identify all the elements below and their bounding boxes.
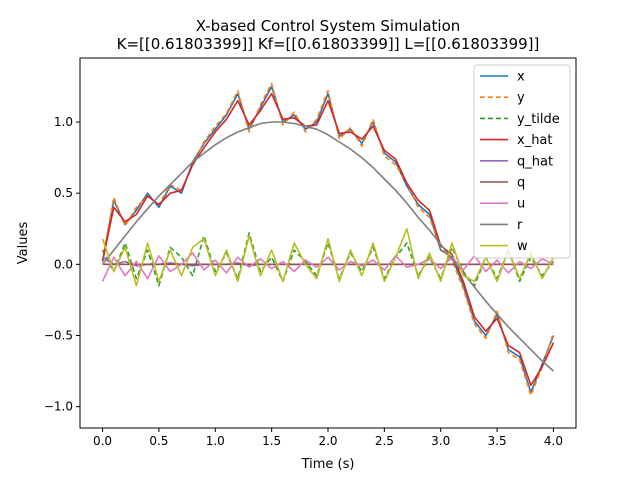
legend-label-y-tilde: y_tilde (517, 112, 560, 127)
legend-label-w: w (517, 239, 528, 254)
x-tick-label: 3.5 (488, 434, 507, 448)
legend-label-x-hat: x_hat (517, 133, 553, 148)
legend-label-r: r (517, 218, 523, 233)
x-tick-label: 4.0 (544, 434, 563, 448)
y-tick-label: 0.0 (54, 257, 73, 271)
chart-title-line-2: K=[[0.61803399]] Kf=[[0.61803399]] L=[[0… (117, 35, 540, 53)
y-tick-label: −1.0 (44, 400, 73, 414)
legend-label-q-hat: q_hat (517, 154, 553, 169)
y-axis-label: Values (16, 222, 31, 265)
series-line-r (101, 121, 555, 372)
series-line-y (101, 82, 555, 397)
chart-title-line-1: X-based Control System Simulation (196, 17, 461, 35)
y-ticks: −1.0 −0.5 0.0 0.5 1.0 (44, 115, 80, 414)
x-ticks: 0.0 0.5 1.0 1.5 2.0 2.5 3.0 3.5 4.0 (93, 428, 563, 448)
x-tick-label: 0.5 (149, 434, 168, 448)
legend-label-y: y (517, 91, 525, 106)
series-layer (101, 82, 555, 397)
plot-area: 0.0 0.5 1.0 1.5 2.0 2.5 3.0 3.5 4.0 −1.0−0.50.00… (44, 57, 577, 448)
x-tick-label: 0.0 (93, 434, 112, 448)
x-axis-label: Time (s) (301, 457, 355, 472)
x-tick-label: 2.0 (318, 434, 337, 448)
legend-label-u: u (517, 197, 525, 212)
x-tick-label: 1.5 (262, 434, 281, 448)
series-line-y-tilde (101, 232, 555, 287)
x-tick-label: 1.0 (206, 434, 225, 448)
legend-label-x: x (517, 70, 525, 85)
y-tick-label: −0.5 (44, 329, 73, 343)
y-tick-label: 0.5 (54, 186, 73, 200)
legend-label-q: q (517, 176, 525, 191)
x-tick-label: 2.5 (375, 434, 394, 448)
y-tick-label: 1.0 (54, 115, 73, 129)
x-tick-label: 3.0 (431, 434, 450, 448)
legend-box (473, 64, 571, 259)
series-line-x-hat (101, 92, 555, 387)
series-line-w (101, 228, 555, 287)
